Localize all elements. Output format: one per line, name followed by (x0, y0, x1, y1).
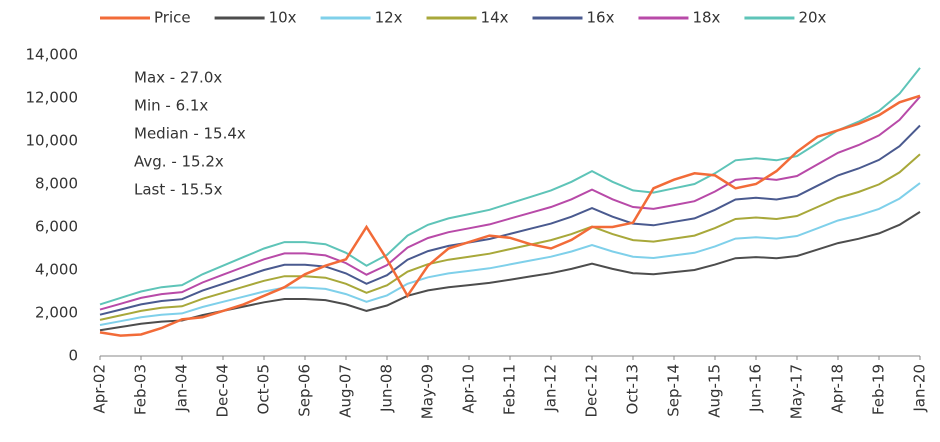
legend-label: 14x (481, 9, 509, 27)
x-tick-label: Apr-10 (460, 364, 478, 414)
y-tick-label: 12,000 (26, 89, 79, 107)
annotation: Min - 6.1x (134, 97, 208, 115)
x-tick-label: Apr-02 (91, 364, 109, 414)
x-tick-label: Aug-07 (337, 364, 355, 418)
x-tick-label: Sep-06 (296, 364, 314, 417)
y-tick-label: 6,000 (35, 218, 78, 236)
y-tick-label: 14,000 (26, 46, 79, 64)
annotation: Median - 15.4x (134, 125, 246, 143)
x-tick-label: Dec-12 (583, 364, 601, 418)
y-tick-label: 8,000 (35, 175, 78, 193)
annotation: Max - 27.0x (134, 69, 222, 87)
x-tick-label: Oct-05 (255, 364, 273, 414)
x-tick-label: Jan-04 (173, 364, 191, 413)
x-tick-label: May-17 (788, 364, 806, 419)
x-tick-label: Feb-11 (501, 364, 519, 415)
x-tick-label: Feb-19 (870, 364, 888, 415)
x-tick-label: Jan-12 (542, 364, 560, 413)
legend-label: 10x (269, 9, 297, 27)
x-tick-label: Dec-04 (214, 364, 232, 418)
series-line (99, 94, 921, 337)
legend-label: 20x (798, 9, 826, 27)
y-tick-label: 0 (68, 347, 78, 365)
annotation: Last - 15.5x (134, 181, 223, 199)
x-tick-label: Jun-08 (378, 364, 396, 413)
x-tick-label: May-09 (419, 364, 437, 419)
series-line (99, 182, 921, 326)
x-tick-label: Apr-18 (829, 364, 847, 414)
legend-label: 16x (587, 9, 615, 27)
legend-label: Price (154, 9, 191, 27)
x-tick-label: Jan-20 (911, 364, 929, 413)
x-tick-label: Oct-13 (624, 364, 642, 414)
x-tick-label: Feb-03 (132, 364, 150, 415)
annotation: Avg. - 15.2x (134, 153, 224, 171)
y-tick-label: 2,000 (35, 304, 78, 322)
x-tick-label: Jun-16 (747, 364, 765, 413)
x-tick-label: Sep-14 (665, 364, 683, 417)
series-line (99, 153, 921, 321)
legend-label: 18x (692, 9, 720, 27)
series-line (99, 96, 921, 311)
y-tick-label: 10,000 (26, 132, 79, 150)
series-line (99, 67, 921, 306)
series-line (99, 211, 921, 332)
legend-label: 12x (375, 9, 403, 27)
x-tick-label: Aug-15 (706, 364, 724, 418)
y-tick-label: 4,000 (35, 261, 78, 279)
series-line (99, 124, 921, 316)
